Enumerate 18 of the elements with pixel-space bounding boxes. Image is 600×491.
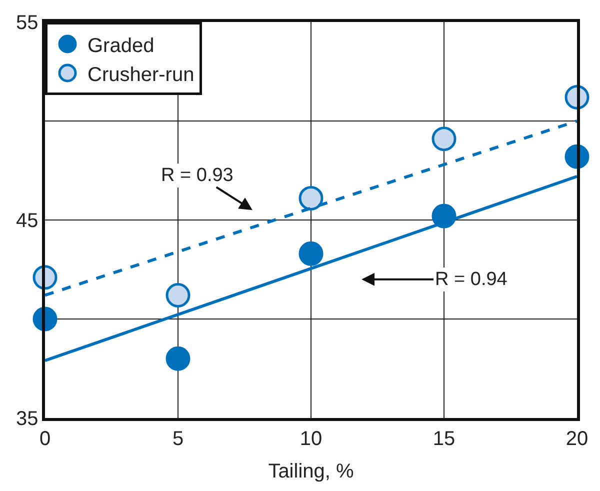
legend-label: Graded <box>88 34 154 57</box>
x-tick-label: 5 <box>172 428 184 450</box>
point <box>166 282 190 308</box>
x-tick-label: 15 <box>432 428 456 450</box>
x-tick-label: 10 <box>300 428 322 450</box>
point <box>298 186 324 210</box>
legend-label: Crusher-run <box>88 64 194 86</box>
x-tick-label: 20 <box>566 428 588 450</box>
point <box>166 346 190 371</box>
annotation: R = 0.93 <box>161 165 234 186</box>
y-tick-label: 45 <box>16 210 38 232</box>
point <box>298 241 324 266</box>
y-tick-label: 35 <box>16 408 38 430</box>
y-tick-label: 55 <box>16 12 38 34</box>
x-axis-title: Tailing, % <box>268 460 354 482</box>
x-tick-label: 0 <box>39 428 51 450</box>
annotation: R = 0.94 <box>435 269 508 290</box>
point <box>432 126 456 152</box>
